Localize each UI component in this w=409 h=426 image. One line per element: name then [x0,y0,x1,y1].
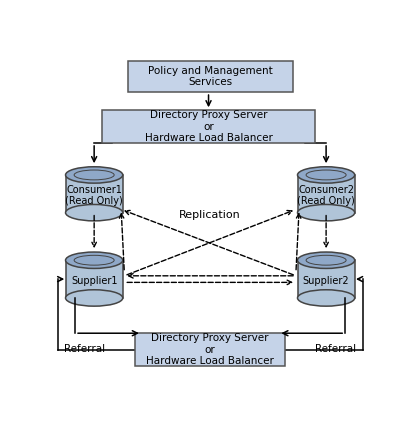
Bar [65,260,122,298]
Text: Referral: Referral [64,344,105,354]
Bar [297,175,354,213]
Text: Supplier1: Supplier1 [71,276,117,286]
Ellipse shape [297,290,354,306]
FancyBboxPatch shape [127,61,292,92]
Text: Directory Proxy Server
or
Hardware Load Balancer: Directory Proxy Server or Hardware Load … [144,110,272,143]
Text: Consumer2
(Read Only): Consumer2 (Read Only) [297,184,354,206]
Ellipse shape [297,167,354,183]
Text: Directory Proxy Server
or
Hardware Load Balancer: Directory Proxy Server or Hardware Load … [146,333,273,366]
Ellipse shape [65,204,122,221]
Bar [297,260,354,298]
Ellipse shape [297,252,354,268]
Text: Policy and Management
Services: Policy and Management Services [147,66,272,87]
Ellipse shape [297,204,354,221]
Text: Supplier2: Supplier2 [302,276,348,286]
Text: Consumer1
(Read Only): Consumer1 (Read Only) [65,184,123,206]
Bar [65,175,122,213]
Ellipse shape [65,290,122,306]
FancyBboxPatch shape [102,110,314,143]
Ellipse shape [65,252,122,268]
FancyBboxPatch shape [135,333,284,366]
Text: Replication: Replication [179,210,240,220]
Text: Referral: Referral [315,344,355,354]
Ellipse shape [65,167,122,183]
